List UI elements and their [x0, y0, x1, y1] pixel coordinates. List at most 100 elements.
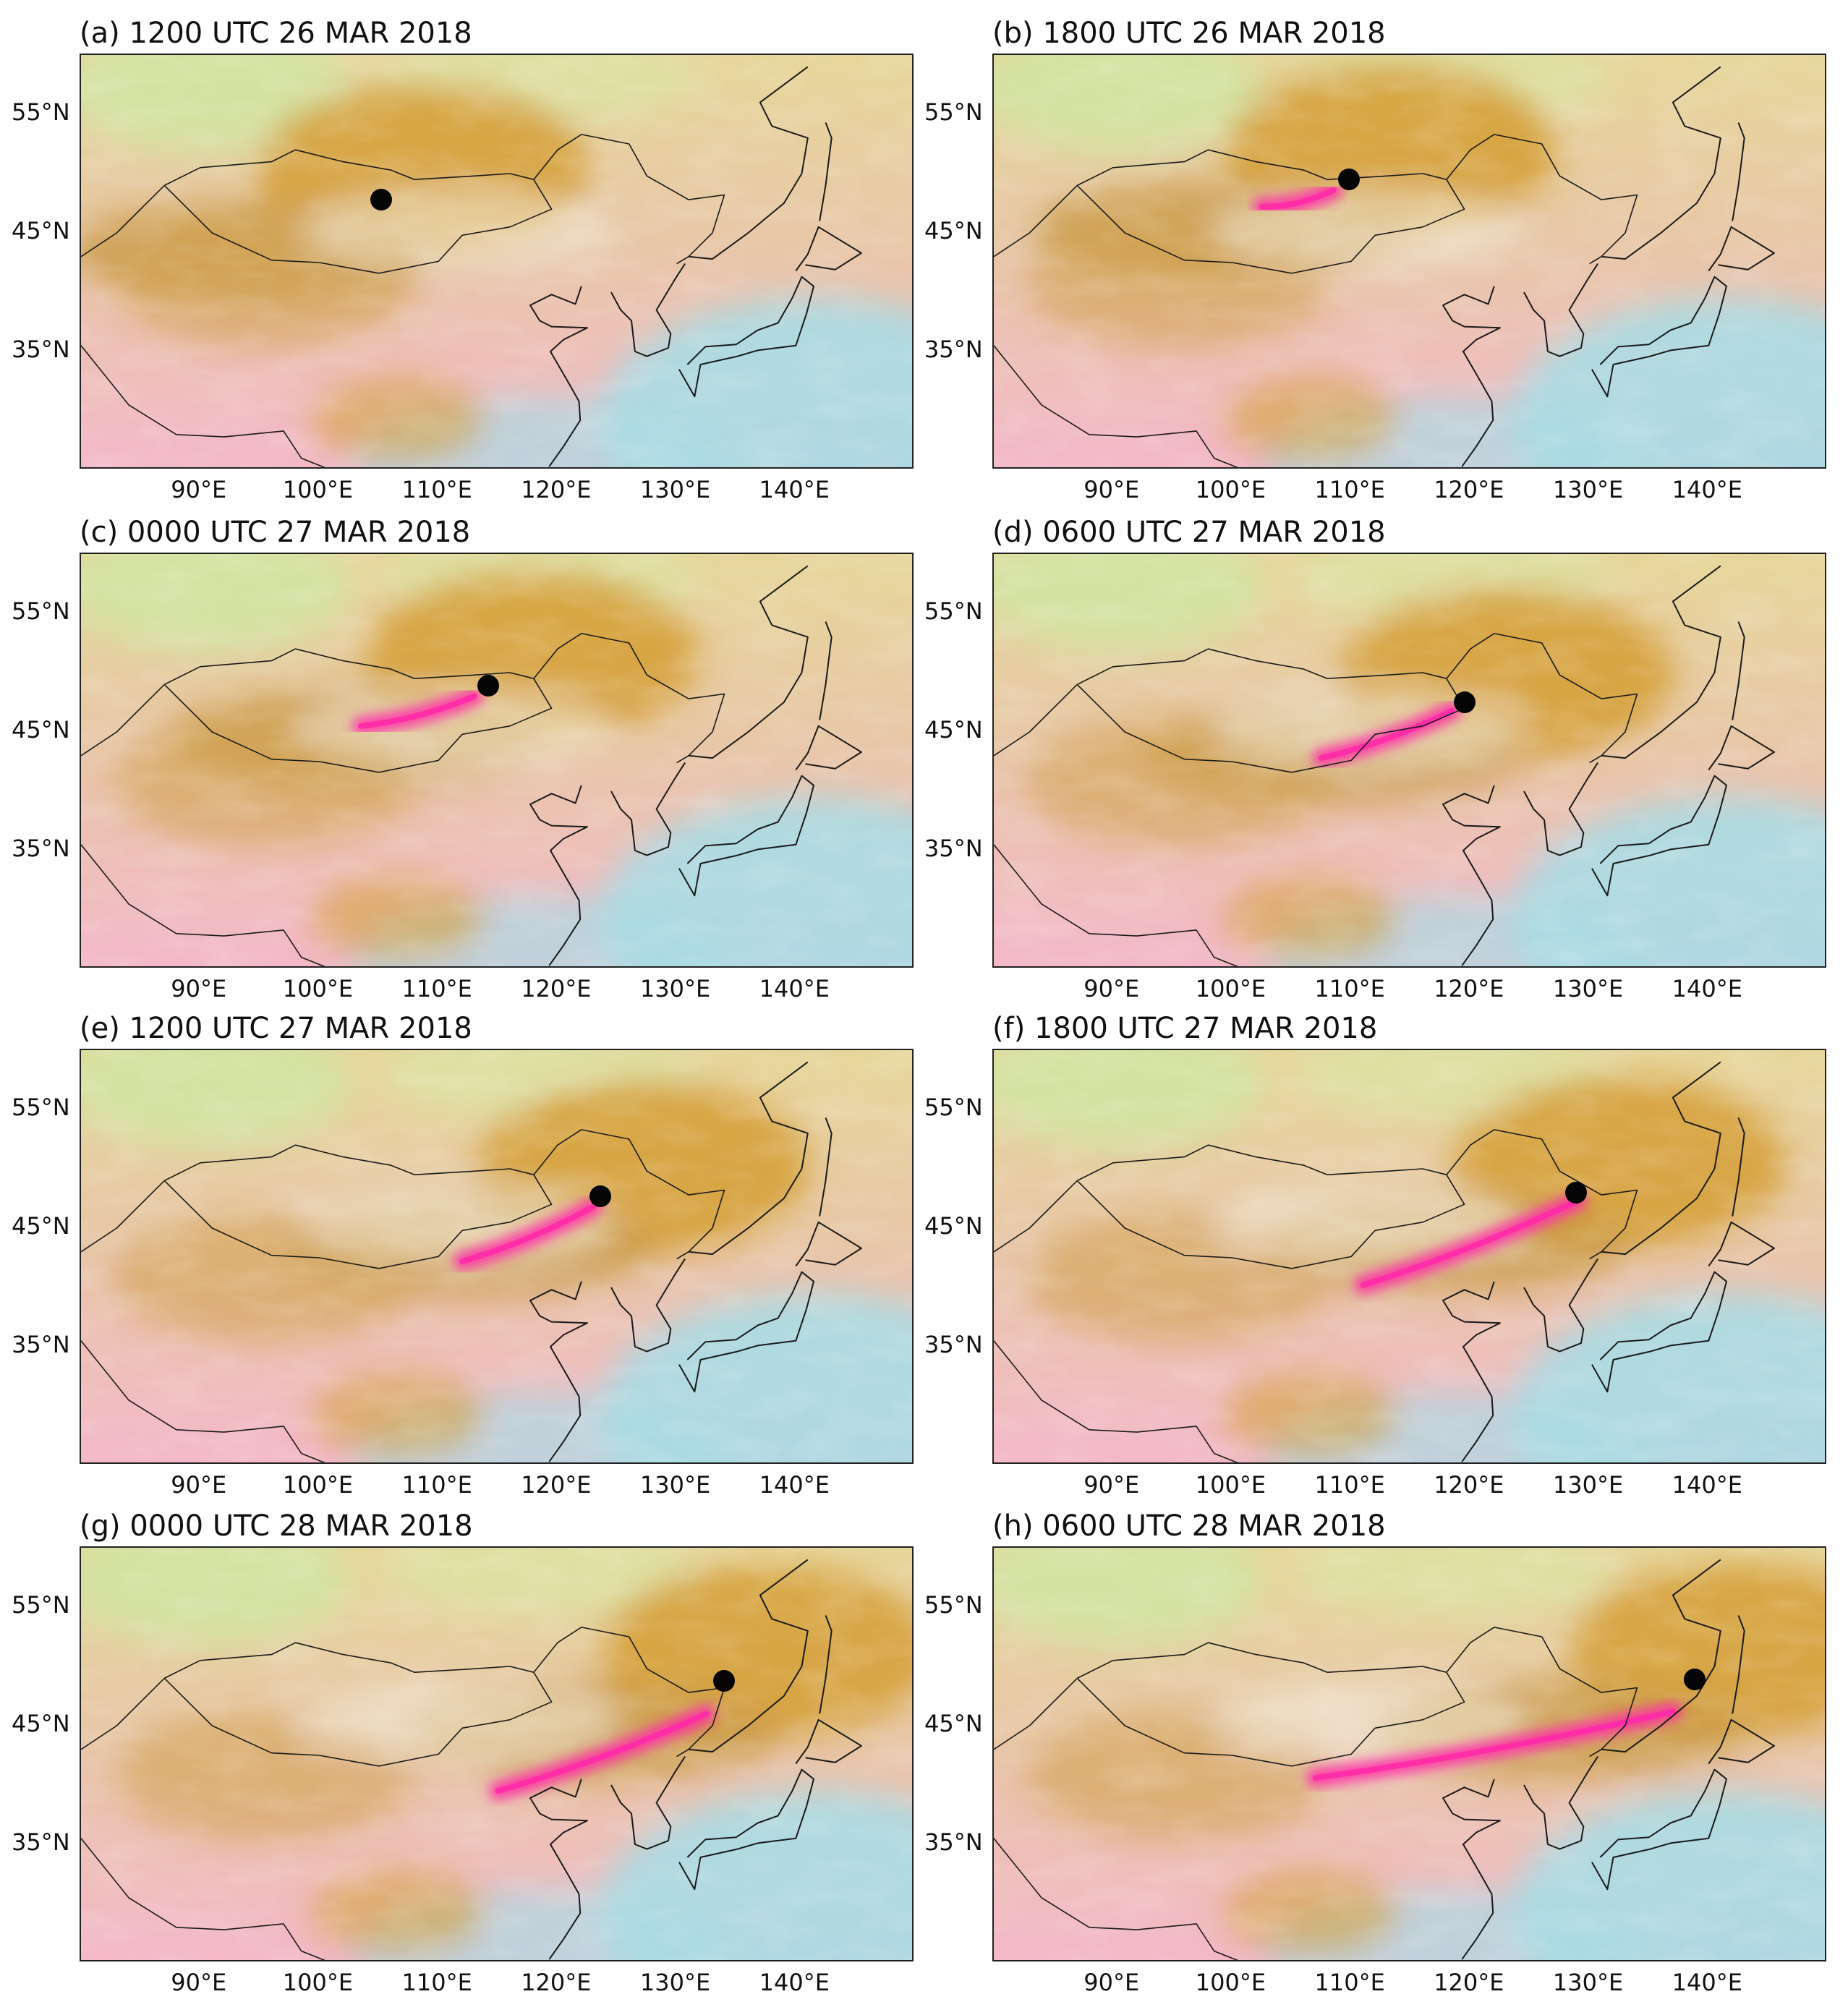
lat-tick-label: 55°N [12, 98, 70, 126]
map-panel: (d) 0600 UTC 27 MAR 2018 55°N 45°N 35°N 90°E… [924, 515, 1826, 1021]
map-panel: (a) 1200 UTC 26 MAR 2018 55°N 45°N 35°N 90°E… [12, 16, 914, 522]
lon-tick-label: 130°E [1552, 1471, 1624, 1499]
cyclone-center-marker [370, 189, 393, 211]
lon-tick-label: 140°E [1672, 1969, 1742, 1996]
cyclone-center-marker [477, 675, 500, 697]
lon-tick-label: 110°E [1314, 1969, 1385, 1996]
cyclone-center-marker [713, 1669, 736, 1692]
cyclone-center-marker [1565, 1181, 1588, 1204]
rgb-imagery [81, 1050, 912, 1462]
rgb-imagery [994, 55, 1825, 467]
lon-tick-label: 110°E [1314, 476, 1385, 503]
panel-title: (d) 0600 UTC 27 MAR 2018 [992, 516, 1386, 549]
rgb-imagery [81, 55, 912, 467]
lon-tick-label: 90°E [171, 1471, 227, 1499]
panel-title: (b) 1800 UTC 26 MAR 2018 [992, 17, 1386, 50]
rgb-imagery [81, 1548, 912, 1960]
satellite-map [80, 553, 914, 968]
satellite-map [80, 54, 914, 469]
lon-tick-label: 140°E [759, 1471, 830, 1499]
rgb-imagery [994, 1548, 1825, 1960]
panel-title: (h) 0600 UTC 28 MAR 2018 [992, 1509, 1386, 1543]
cyclone-center-marker [589, 1185, 612, 1207]
lon-tick-label: 100°E [1195, 1969, 1266, 1996]
lon-tick-label: 100°E [282, 1969, 354, 1996]
lon-tick-label: 120°E [1434, 975, 1504, 1002]
lon-tick-label: 120°E [1434, 1471, 1504, 1499]
satellite-map [992, 1546, 1826, 1961]
lon-tick-label: 100°E [1195, 975, 1266, 1002]
lat-tick-label: 45°N [12, 217, 70, 244]
lon-tick-label: 90°E [1083, 476, 1140, 503]
lon-tick-label: 120°E [521, 476, 592, 503]
cyclone-center-marker [1683, 1669, 1706, 1691]
lat-tick-label: 45°N [924, 217, 983, 244]
lat-tick-label: 35°N [924, 1828, 983, 1856]
lon-tick-label: 90°E [1083, 975, 1140, 1002]
lat-tick-label: 55°N [924, 1094, 983, 1121]
lat-tick-label: 35°N [924, 835, 983, 862]
map-panel: (c) 0000 UTC 27 MAR 2018 55°N 45°N 35°N 90°E… [12, 515, 914, 1021]
lat-tick-label: 55°N [12, 597, 70, 625]
rgb-imagery [994, 1050, 1825, 1462]
lat-tick-label: 35°N [924, 1331, 983, 1358]
map-panel: (h) 0600 UTC 28 MAR 2018 55°N 45°N 35°N 90°E… [924, 1509, 1826, 2015]
lon-tick-label: 140°E [759, 975, 830, 1002]
lon-tick-label: 130°E [639, 1969, 711, 1996]
lon-tick-label: 140°E [1672, 975, 1742, 1002]
lon-tick-label: 130°E [639, 476, 711, 503]
lon-tick-label: 120°E [1434, 476, 1504, 503]
lon-tick-label: 110°E [1314, 1471, 1385, 1499]
satellite-map [80, 1546, 914, 1961]
lon-tick-label: 110°E [401, 975, 472, 1002]
lon-tick-label: 140°E [1672, 1471, 1742, 1499]
lat-tick-label: 55°N [924, 98, 983, 126]
lat-tick-label: 35°N [12, 1828, 70, 1856]
lon-tick-label: 130°E [1552, 975, 1624, 1002]
lon-tick-label: 90°E [171, 1969, 227, 1996]
lon-tick-label: 120°E [521, 1471, 592, 1499]
lat-tick-label: 55°N [12, 1591, 70, 1619]
lat-tick-label: 35°N [924, 336, 983, 363]
lon-tick-label: 120°E [1434, 1969, 1504, 1996]
map-panel: (g) 0000 UTC 28 MAR 2018 55°N 45°N 35°N 90°E… [12, 1509, 914, 2015]
panel-title: (a) 1200 UTC 26 MAR 2018 [80, 17, 472, 50]
satellite-map [80, 1049, 914, 1464]
lat-tick-label: 45°N [924, 716, 983, 744]
lat-tick-label: 45°N [924, 1212, 983, 1240]
lon-tick-label: 100°E [282, 975, 354, 1002]
panel-title: (c) 0000 UTC 27 MAR 2018 [80, 516, 471, 549]
lat-tick-label: 55°N [924, 1591, 983, 1619]
lon-tick-label: 130°E [639, 1471, 711, 1499]
lat-tick-label: 45°N [12, 1212, 70, 1240]
lat-tick-label: 45°N [12, 716, 70, 744]
lon-tick-label: 90°E [171, 476, 227, 503]
panel-title: (e) 1200 UTC 27 MAR 2018 [80, 1012, 472, 1045]
map-panel: (b) 1800 UTC 26 MAR 2018 55°N 45°N 35°N 90°E… [924, 16, 1826, 522]
satellite-map [992, 54, 1826, 469]
cyclone-center-marker [1337, 169, 1360, 191]
cyclone-center-marker [1453, 691, 1476, 713]
lon-tick-label: 110°E [401, 1471, 472, 1499]
lon-tick-label: 120°E [521, 1969, 592, 1996]
lon-tick-label: 120°E [521, 975, 592, 1002]
map-panel: (f) 1800 UTC 27 MAR 2018 55°N 45°N 35°N 90°E… [924, 1011, 1826, 1517]
lon-tick-label: 90°E [171, 975, 227, 1002]
lon-tick-label: 110°E [1314, 975, 1385, 1002]
rgb-imagery [81, 554, 912, 966]
lat-tick-label: 35°N [12, 1331, 70, 1358]
satellite-map [992, 553, 1826, 968]
lon-tick-label: 100°E [1195, 1471, 1266, 1499]
lat-tick-label: 55°N [12, 1094, 70, 1121]
lon-tick-label: 100°E [1195, 476, 1266, 503]
lon-tick-label: 110°E [401, 476, 472, 503]
lon-tick-label: 100°E [282, 476, 354, 503]
lat-tick-label: 35°N [12, 336, 70, 363]
lon-tick-label: 90°E [1083, 1969, 1140, 1996]
lon-tick-label: 130°E [1552, 1969, 1624, 1996]
map-panel: (e) 1200 UTC 27 MAR 2018 55°N 45°N 35°N 90°E… [12, 1011, 914, 1517]
lon-tick-label: 90°E [1083, 1471, 1140, 1499]
lat-tick-label: 35°N [12, 835, 70, 862]
lat-tick-label: 55°N [924, 597, 983, 625]
satellite-map [992, 1049, 1826, 1464]
